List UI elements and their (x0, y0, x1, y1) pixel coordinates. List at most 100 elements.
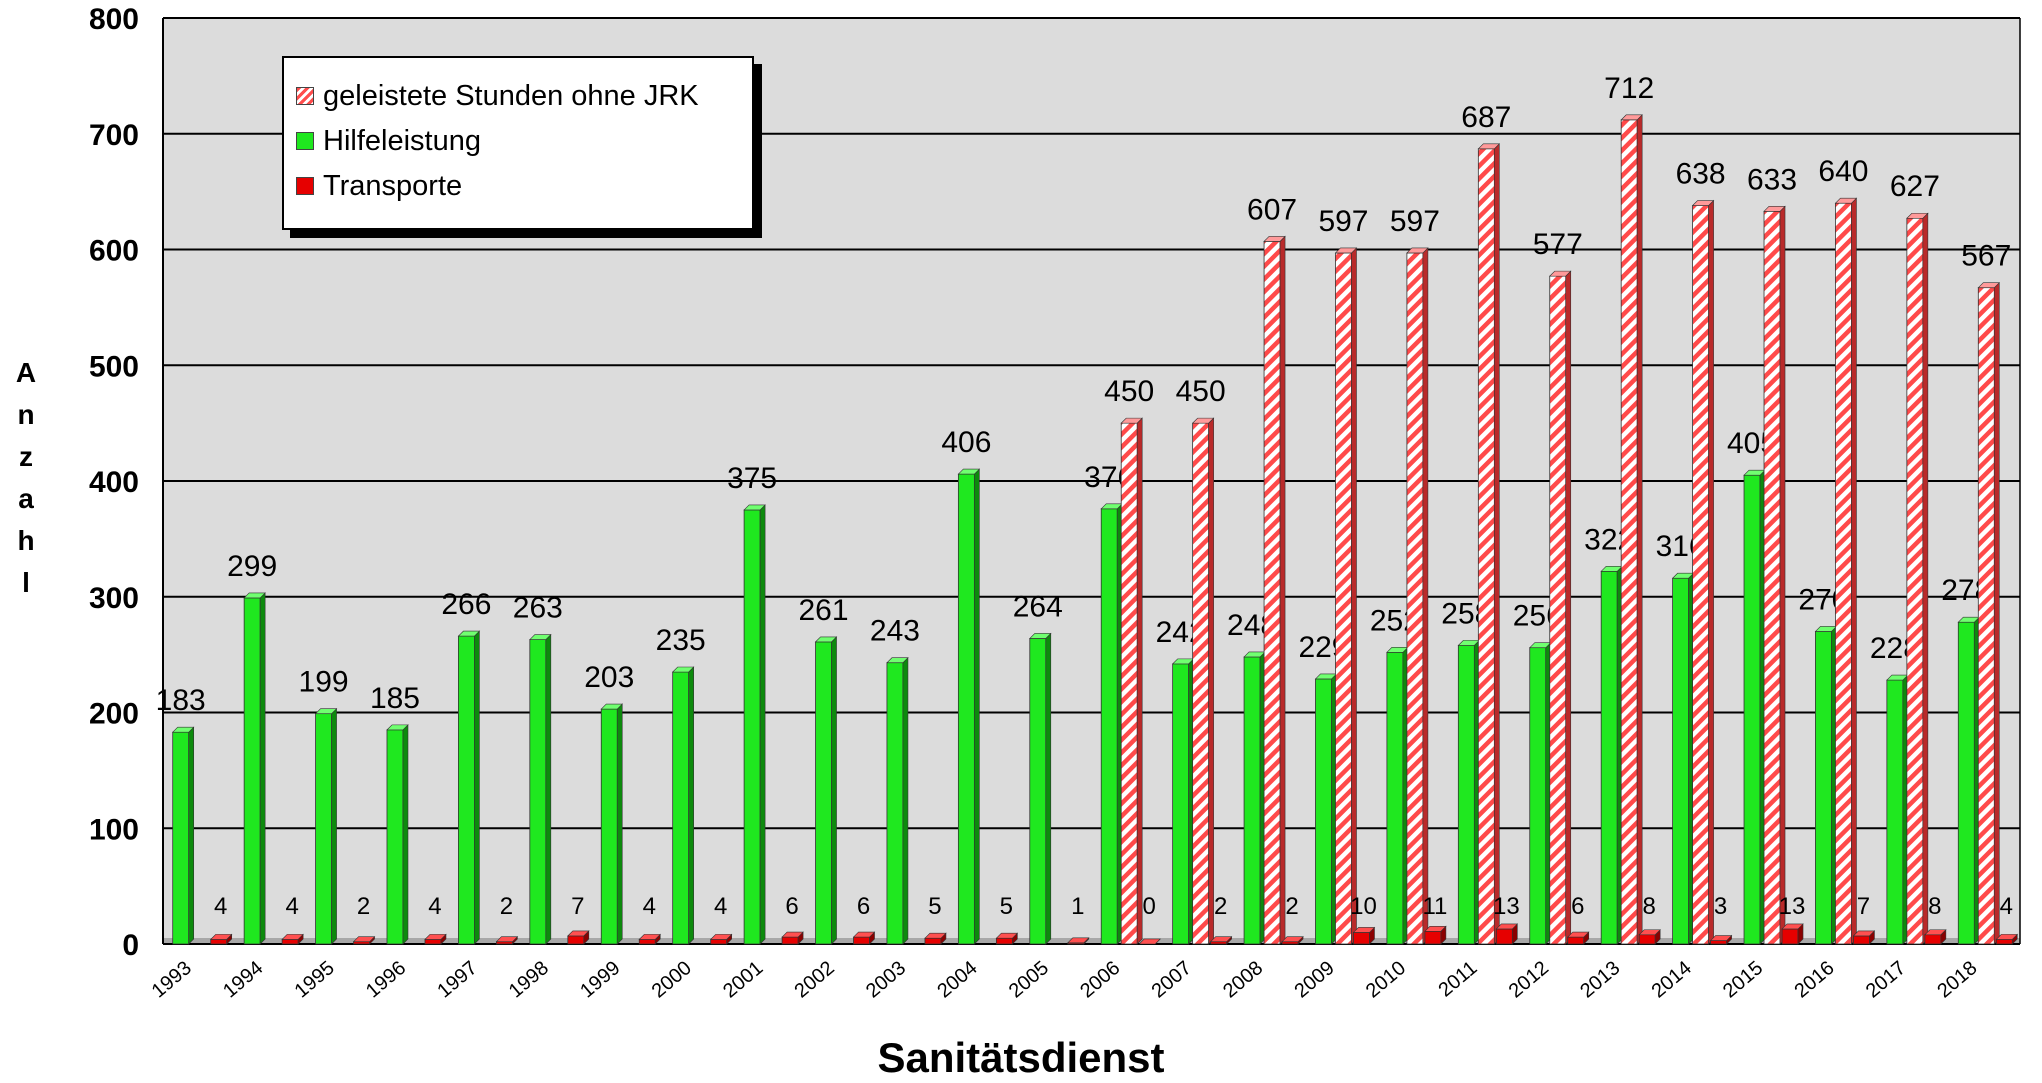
legend-swatch-transport (296, 177, 314, 195)
bar-hours-label: 597 (1318, 205, 1368, 238)
bar-hours-side (1779, 205, 1786, 945)
bar-help-side (545, 633, 552, 945)
bar-hours-side (1422, 247, 1429, 945)
bar-transport-top (995, 932, 1019, 939)
bar-transport (496, 941, 513, 945)
bar-hours (1406, 252, 1424, 945)
bar-transport-top (1067, 937, 1090, 944)
bar-transport-label: 2 (1285, 893, 1298, 920)
bar-transport-label: 2 (357, 893, 370, 920)
bar-help (243, 597, 261, 945)
x-tick-label: 2007 (1148, 957, 1196, 1002)
bar-transport-label: 0 (1143, 893, 1156, 920)
bar-hours-label: 597 (1390, 205, 1440, 238)
bar-transport-label: 2 (500, 893, 513, 920)
bar-help-side (974, 468, 980, 945)
bar-help-top (243, 592, 266, 599)
bar-hours-label: 450 (1176, 375, 1226, 408)
bar-hours-side (1208, 417, 1214, 945)
bar-help-side (1045, 632, 1052, 945)
x-tick-label: 2016 (1790, 957, 1838, 1002)
bar-hours-top (1263, 236, 1286, 242)
plot-floor (163, 938, 2020, 944)
bar-transport-label: 11 (1422, 893, 1447, 920)
x-tick-label: 2010 (1362, 957, 1410, 1002)
y-axis-title-letter: l (22, 567, 30, 598)
bar-transport-label: 6 (857, 893, 870, 920)
bar-hours-label: 712 (1604, 72, 1654, 105)
bar-help (386, 729, 404, 945)
bar-transport-top (567, 930, 590, 937)
bar-transport-label: 8 (1642, 893, 1655, 920)
bar-hours (1692, 205, 1709, 945)
bar-transport-label: 7 (1857, 893, 1870, 920)
bar-hours-side (1636, 114, 1643, 945)
x-tick-label: 2009 (1290, 957, 1338, 1002)
bar-transport (1210, 941, 1228, 945)
bar-transport-top (1781, 923, 1804, 930)
bar-transport-label: 1 (1071, 893, 1084, 920)
bar-hours-side (1565, 270, 1572, 945)
bar-hours-label: 450 (1104, 375, 1154, 408)
bar-help (172, 731, 190, 945)
bar-hours-side (1922, 212, 1929, 945)
bar-help-label: 243 (870, 615, 920, 648)
bar-transport-top (1924, 929, 1947, 936)
bar-hours (1977, 287, 1995, 945)
bar-help (1172, 663, 1190, 945)
bar-help (458, 635, 475, 945)
bar-hours-top (1406, 247, 1429, 254)
x-tick-label: 2012 (1505, 957, 1553, 1002)
bar-transport-top (281, 934, 304, 940)
bar-help (957, 473, 975, 945)
bar-transport (281, 938, 299, 945)
bar-transport-top (1138, 938, 1161, 945)
legend-label-help: Hilfeleistung (323, 124, 481, 157)
bar-transport (1781, 928, 1799, 945)
bar-help-side (688, 666, 694, 945)
bar-hours-top (1120, 417, 1143, 424)
legend-label-hours: geleistete Stunden ohne JRK (323, 79, 699, 112)
bar-hours-label: 633 (1747, 163, 1797, 196)
x-tick-label: 1994 (219, 957, 267, 1002)
legend-swatch-help (296, 132, 314, 150)
bar-hours-label: 627 (1890, 170, 1940, 203)
x-tick-label: 2018 (1933, 957, 1981, 1002)
bar-hours (1549, 275, 1567, 945)
bar-hours-top (1334, 247, 1358, 254)
bar-transport (995, 937, 1013, 945)
bar-help-top (671, 666, 695, 673)
bar-transport-top (1638, 929, 1661, 936)
bar-help-label: 183 (156, 684, 206, 717)
bar-transport-label: 5 (1000, 893, 1013, 920)
bar-transport-top (1995, 934, 2019, 940)
bar-hours (1120, 422, 1138, 945)
bar-help (1315, 678, 1332, 945)
bar-transport-top (1424, 925, 1447, 932)
bar-help-side (902, 657, 909, 945)
bar-transport (781, 936, 799, 945)
bar-transport (1567, 936, 1585, 945)
bar-transport (924, 937, 942, 945)
bar-transport-label: 4 (214, 893, 227, 920)
bar-transport-label: 4 (2000, 893, 2013, 920)
bar-hours-side (1136, 417, 1143, 945)
bar-help (1457, 644, 1475, 945)
x-tick-label: 2001 (719, 957, 767, 1002)
x-axis-title: Sanitätsdienst (877, 1034, 1165, 1081)
bar-transport-top (638, 934, 661, 940)
bar-help (886, 662, 904, 945)
bar-hours-label: 577 (1533, 228, 1583, 261)
bar-hours (1192, 422, 1210, 945)
bar-transport-top (1709, 935, 1733, 941)
bar-transport-label: 3 (1714, 893, 1727, 920)
bar-transport-label: 4 (643, 893, 656, 920)
x-tick-label: 2003 (862, 957, 910, 1002)
bar-help (743, 509, 761, 945)
bar-transport-top (352, 936, 376, 942)
bar-transport-top (495, 936, 519, 942)
bar-help-top (386, 724, 409, 731)
bar-help-label: 235 (656, 624, 706, 657)
y-tick-label: 700 (89, 119, 139, 152)
bar-help-side (331, 707, 337, 945)
